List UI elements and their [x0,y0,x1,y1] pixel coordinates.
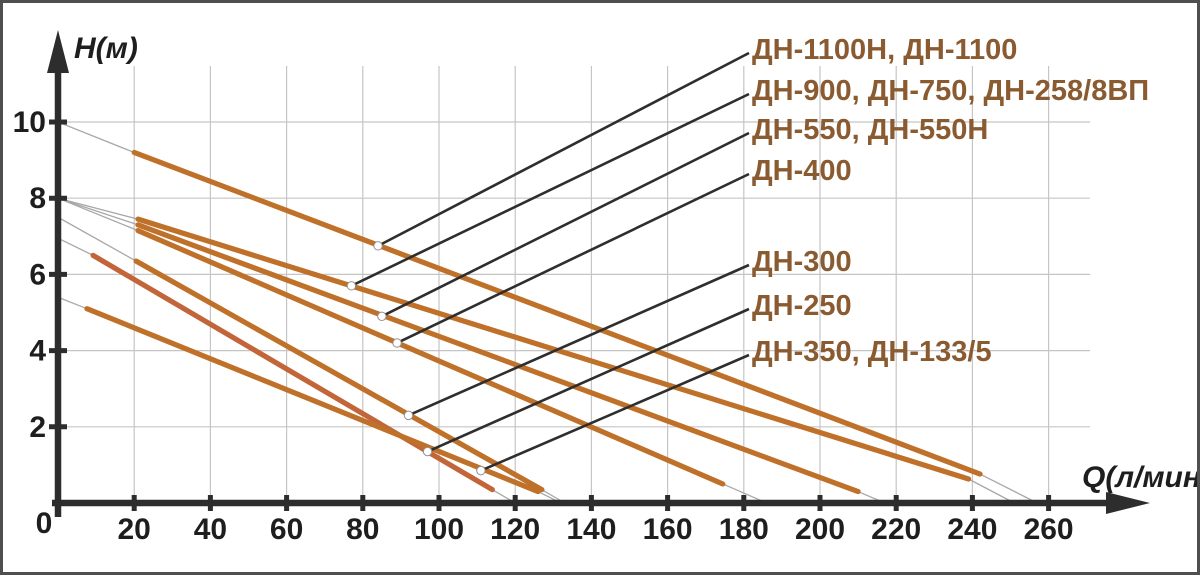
curve-lead-in-4 [57,216,137,262]
y-tick-label-6: 6 [29,258,46,291]
series-label-3: ДН-400 [752,155,852,187]
origin-label: 0 [36,507,53,540]
x-tick-label-60: 60 [270,513,303,546]
x-tick-label-120: 120 [490,513,540,546]
pump-curve-6 [84,306,541,495]
callout-dot-6 [476,465,486,476]
pump-curves-svg: 20 40 60 80 100 120 140 160 180 200 220 240 26024681… [13,30,1197,546]
curve-lead-in-1 [57,197,139,220]
y-tick-label-8: 8 [29,182,46,215]
x-tick-label-20: 20 [118,513,151,546]
callout-dot-5 [422,446,433,457]
callout-dot-1 [346,281,357,291]
pump-curve-2 [135,222,861,495]
y-tick-label-4: 4 [29,335,46,368]
y-tick-label-10: 10 [13,106,46,139]
x-tick-label-260: 260 [1024,513,1074,546]
curve-lead-in-5 [57,237,94,256]
x-axis-arrowhead [1106,492,1150,514]
curve-lead-out-1 [968,478,1015,504]
pump-curve-3 [135,227,726,487]
callout-dot-4 [403,410,414,421]
y-axis-arrowhead [47,30,69,73]
pump-curve-4 [133,258,545,493]
callout-leader-3 [396,172,750,345]
x-tick-label-140: 140 [566,513,616,546]
curve-lead-in-0 [57,121,135,154]
curve-lead-out-0 [979,473,1038,504]
x-tick-label-80: 80 [346,513,379,546]
x-tick-label-160: 160 [643,513,693,546]
callout-leader-5 [427,307,750,453]
series-label-1: ДН-900, ДН-750, ДН-258/8ВП [752,75,1149,107]
x-tick-label-200: 200 [795,513,845,546]
series-label-5: ДН-250 [752,290,852,322]
x-tick-label-220: 220 [871,513,921,546]
pump-curve-1 [135,216,972,482]
x-tick-label-180: 180 [719,513,769,546]
callout-dot-0 [373,241,383,251]
callout-leader-2 [381,131,750,318]
callout-leader-6 [480,353,750,472]
series-label-6: ДН-350, ДН-133/5 [752,336,992,368]
series-label-0: ДН-1100Н, ДН-1100 [752,34,1017,66]
series-label-4: ДН-300 [752,246,852,278]
series-label-2: ДН-550, ДН-550Н [752,114,988,146]
y-axis-title: H(м) [74,32,138,65]
callout-dot-3 [392,338,402,348]
curve-lead-in-2 [57,197,139,226]
callout-leader-4 [407,263,750,417]
callout-leader-0 [377,51,750,247]
curve-lead-in-6 [57,296,88,310]
pump-curve-0 [131,149,983,477]
x-tick-label-240: 240 [947,513,997,546]
curve-lead-in-3 [57,197,139,232]
x-tick-label-40: 40 [194,513,227,546]
x-tick-label-100: 100 [414,513,464,546]
y-tick-label-2: 2 [29,411,46,444]
callout-leader-1 [350,92,750,288]
x-axis-title: Q(л/мин) [1082,461,1197,494]
callout-dot-2 [377,311,387,322]
